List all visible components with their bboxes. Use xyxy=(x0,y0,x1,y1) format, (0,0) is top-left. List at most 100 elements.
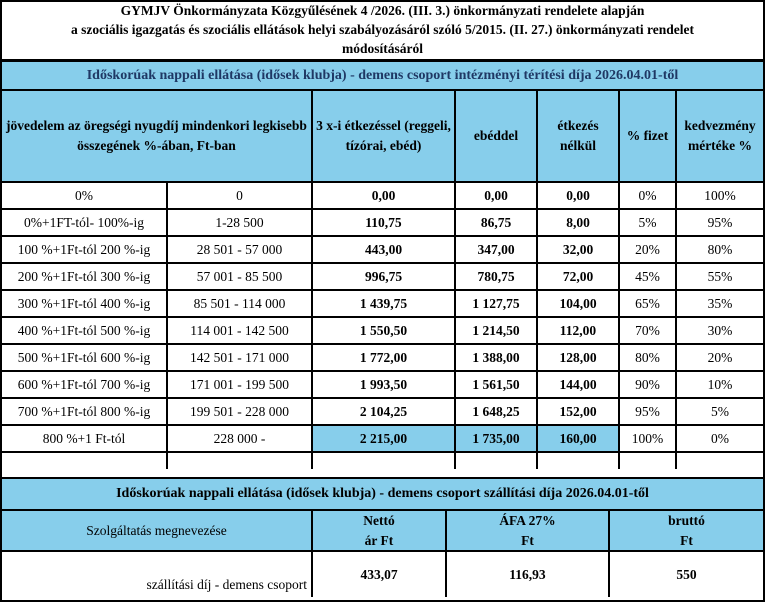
fee-cell: 780,75 xyxy=(456,264,538,291)
title-line-3: módosításáról xyxy=(342,40,423,56)
fee-cell: 144,00 xyxy=(538,372,620,399)
fee-header-discount-pct: kedvezmény mértéke % xyxy=(677,91,763,183)
empty-cell xyxy=(538,453,620,469)
fee-cell: 1 648,25 xyxy=(456,399,538,426)
fee-cell: 32,00 xyxy=(538,237,620,264)
fee-cell: 70% xyxy=(620,318,677,345)
fee-cell: 347,00 xyxy=(456,237,538,264)
transport-section-header: Időskorúak nappali ellátása (idősek klub… xyxy=(2,477,763,511)
fee-cell: 1 550,50 xyxy=(313,318,456,345)
fee-cell: 8,00 xyxy=(538,210,620,237)
fee-cell: 500 %+1Ft-tól 600 %-ig xyxy=(2,345,168,372)
fee-cell: 0% xyxy=(677,426,763,453)
fee-cell: 400 %+1Ft-tól 500 %-ig xyxy=(2,318,168,345)
document-title: GYMJV Önkormányzata Közgyűlésének 4 /202… xyxy=(2,2,763,62)
fee-cell: 30% xyxy=(677,318,763,345)
fee-cell: 95% xyxy=(620,399,677,426)
fee-cell: 228 000 - xyxy=(168,426,313,453)
fee-cell: 443,00 xyxy=(313,237,456,264)
fee-cell: 5% xyxy=(677,399,763,426)
empty-cell xyxy=(620,453,677,469)
empty-cell xyxy=(313,453,456,469)
fee-cell: 1 561,50 xyxy=(456,372,538,399)
fee-cell-highlighted: 1 735,00 xyxy=(456,426,538,453)
title-line-2: a szociális igazgatás és szociális ellát… xyxy=(71,22,694,38)
fee-cell: 20% xyxy=(677,345,763,372)
transport-header-gross: bruttó Ft xyxy=(610,511,763,552)
fee-cell: 0,00 xyxy=(456,183,538,210)
fee-header-3-meals: 3 x-i étkezéssel (reggeli, tízórai, ebéd… xyxy=(313,91,456,183)
fee-cell: 171 001 - 199 500 xyxy=(168,372,313,399)
empty-cell xyxy=(2,453,168,469)
empty-cell xyxy=(168,453,313,469)
fee-cell: 199 501 - 228 000 xyxy=(168,399,313,426)
fee-cell: 20% xyxy=(620,237,677,264)
fee-cell: 114 001 - 142 500 xyxy=(168,318,313,345)
fee-cell: 1 439,75 xyxy=(313,291,456,318)
fee-section-header: Időskorúak nappali ellátása (idősek klub… xyxy=(2,62,763,91)
fee-cell: 0%+1FT-tól- 100%-ig xyxy=(2,210,168,237)
fee-cell: 55% xyxy=(677,264,763,291)
fee-cell: 1 127,75 xyxy=(456,291,538,318)
fee-cell: 104,00 xyxy=(538,291,620,318)
fee-cell: 2 104,25 xyxy=(313,399,456,426)
fee-cell: 100% xyxy=(620,426,677,453)
fee-cell: 1 214,50 xyxy=(456,318,538,345)
empty-cell xyxy=(456,453,538,469)
fee-header-pays-pct: % fizet xyxy=(620,91,677,183)
fee-cell: 5% xyxy=(620,210,677,237)
fee-cell: 1-28 500 xyxy=(168,210,313,237)
fee-cell: 10% xyxy=(677,372,763,399)
fee-cell-highlighted: 160,00 xyxy=(538,426,620,453)
fee-cell: 86,75 xyxy=(456,210,538,237)
fee-cell: 110,75 xyxy=(313,210,456,237)
fee-cell: 80% xyxy=(620,345,677,372)
transport-net-value: 433,07 xyxy=(313,552,447,597)
fee-cell: 142 501 - 171 000 xyxy=(168,345,313,372)
fee-cell: 95% xyxy=(677,210,763,237)
fee-cell: 80% xyxy=(677,237,763,264)
fee-cell: 700 %+1Ft-tól 800 %-ig xyxy=(2,399,168,426)
fee-cell: 85 501 - 114 000 xyxy=(168,291,313,318)
fee-cell: 128,00 xyxy=(538,345,620,372)
title-line-1: GYMJV Önkormányzata Közgyűlésének 4 /202… xyxy=(120,3,645,19)
transport-table: Szolgáltatás megnevezése Nettó ár Ft ÁFA… xyxy=(2,511,763,597)
fee-cell: 112,00 xyxy=(538,318,620,345)
transport-header-net: Nettó ár Ft xyxy=(313,511,447,552)
transport-service-name: szállítási díj - demens csoport xyxy=(2,552,313,597)
fee-cell: 1 388,00 xyxy=(456,345,538,372)
transport-header-vat: ÁFA 27% Ft xyxy=(447,511,610,552)
fee-cell: 1 772,00 xyxy=(313,345,456,372)
fee-cell: 0% xyxy=(2,183,168,210)
fee-cell: 90% xyxy=(620,372,677,399)
fee-cell: 0,00 xyxy=(313,183,456,210)
transport-gross-value: 550 xyxy=(676,566,697,582)
fee-header-income: jövedelem az öregségi nyugdíj mindenkori… xyxy=(2,91,313,183)
fee-cell: 28 501 - 57 000 xyxy=(168,237,313,264)
fee-header-lunch: ebéddel xyxy=(456,91,538,183)
fee-cell: 65% xyxy=(620,291,677,318)
fee-cell: 57 001 - 85 500 xyxy=(168,264,313,291)
fee-table: jövedelem az öregségi nyugdíj mindenkori… xyxy=(2,91,763,469)
fee-cell: 200 %+1Ft-tól 300 %-ig xyxy=(2,264,168,291)
transport-vat-value: 116,93 xyxy=(447,552,610,597)
fee-cell: 600 %+1Ft-tól 700 %-ig xyxy=(2,372,168,399)
fee-cell: 45% xyxy=(620,264,677,291)
fee-cell: 1 993,50 xyxy=(313,372,456,399)
fee-cell: 100 %+1Ft-tól 200 %-ig xyxy=(2,237,168,264)
section-spacer xyxy=(2,469,763,477)
fee-cell: 100% xyxy=(677,183,763,210)
fee-cell: 800 %+1 Ft-tól xyxy=(2,426,168,453)
fee-header-no-meals: étkezés nélkül xyxy=(538,91,620,183)
fee-cell: 0 xyxy=(168,183,313,210)
fee-cell: 996,75 xyxy=(313,264,456,291)
fee-cell-highlighted: 2 215,00 xyxy=(313,426,456,453)
fee-cell: 72,00 xyxy=(538,264,620,291)
fee-cell: 0% xyxy=(620,183,677,210)
fee-cell: 0,00 xyxy=(538,183,620,210)
transport-header-service: Szolgáltatás megnevezése xyxy=(2,511,313,552)
fee-cell: 152,00 xyxy=(538,399,620,426)
fee-cell: 35% xyxy=(677,291,763,318)
fee-cell: 300 %+1Ft-tól 400 %-ig xyxy=(2,291,168,318)
